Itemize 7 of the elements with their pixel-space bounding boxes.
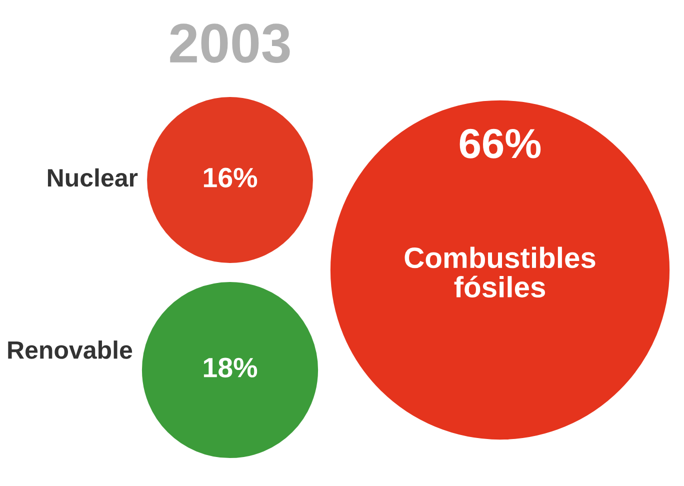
data-label: 18% [204, 358, 258, 378]
category-label: Renovable [8, 340, 132, 359]
data-label: 16% [204, 168, 258, 188]
text: 2003 [170, 24, 290, 63]
category-label: Nuclear [48, 168, 138, 187]
category-label: Combustibles fósiles [404, 246, 596, 298]
data-label: 66% [460, 128, 541, 158]
